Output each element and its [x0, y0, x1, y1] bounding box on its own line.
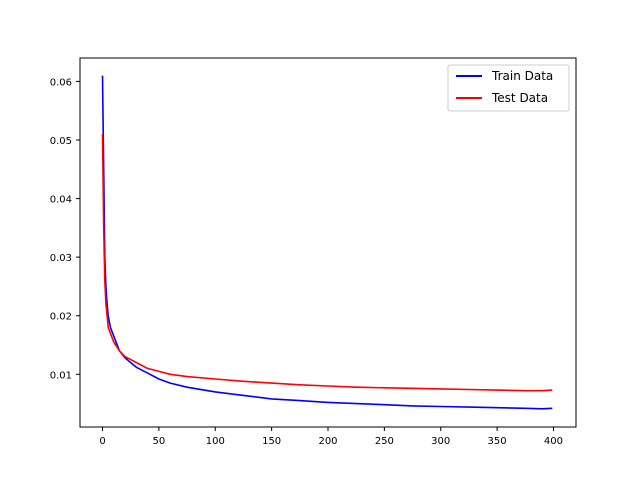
- series-layer: [101, 75, 553, 410]
- y-tick-label: 0.02: [50, 312, 72, 323]
- x-tick-label: 0: [99, 436, 105, 447]
- x-tick-label: 250: [375, 436, 394, 447]
- y-tick-label: 0.04: [50, 195, 72, 206]
- x-tick-label: 150: [262, 436, 281, 447]
- plot-area-frame: [79, 57, 577, 428]
- train-data-line: [101, 75, 553, 410]
- y-tick-label: 0.06: [50, 77, 72, 88]
- x-tick-label: 50: [153, 436, 166, 447]
- y-tick-label: 0.03: [50, 253, 72, 264]
- test-data-line: [101, 134, 553, 392]
- x-tick-label: 100: [206, 436, 225, 447]
- y-axis: 0.01 0.02 0.03 0.04 0.05 0.06: [50, 77, 80, 381]
- y-tick-label: 0.05: [50, 136, 72, 147]
- x-axis: 0 50 100 150 200 250 300 350 400: [99, 427, 563, 447]
- legend-label-train: Train Data: [491, 69, 553, 83]
- x-tick-label: 350: [488, 436, 507, 447]
- x-tick-label: 400: [544, 436, 563, 447]
- x-tick-label: 300: [431, 436, 450, 447]
- legend: Train Data Test Data: [447, 64, 570, 112]
- legend-label-test: Test Data: [491, 91, 548, 105]
- x-tick-label: 200: [318, 436, 337, 447]
- y-tick-label: 0.01: [50, 370, 72, 381]
